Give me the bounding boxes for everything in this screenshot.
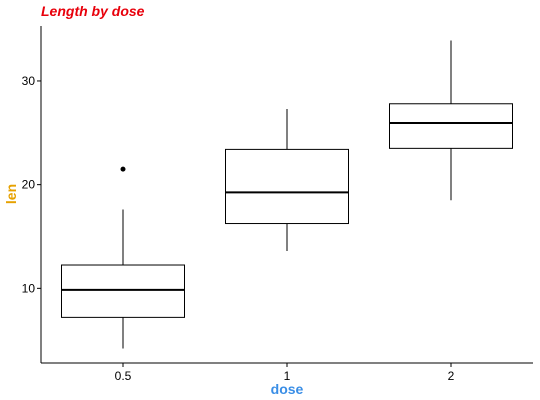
x-axis-label: dose: [271, 381, 304, 397]
y-axis-ticks: 10 20 30: [22, 74, 41, 295]
outlier-point: [120, 166, 126, 172]
y-tick-label: 20: [22, 178, 36, 192]
box-1: [225, 108, 349, 252]
y-tick-label: 30: [22, 74, 36, 88]
box-2: [389, 40, 513, 201]
x-tick-label: 1: [284, 369, 291, 383]
y-tick-label: 10: [22, 281, 36, 295]
box-iqr: [61, 264, 185, 318]
plot-area: [61, 40, 513, 349]
chart-title: Length by dose: [41, 3, 145, 19]
x-tick-label: 0.5: [115, 369, 132, 383]
box-iqr: [225, 148, 349, 225]
x-tick-label: 2: [448, 369, 455, 383]
box-0.5: [61, 166, 185, 349]
box-iqr: [389, 103, 513, 149]
y-axis-label: len: [3, 184, 19, 204]
x-axis-ticks: 0.5 1 2: [115, 363, 455, 383]
